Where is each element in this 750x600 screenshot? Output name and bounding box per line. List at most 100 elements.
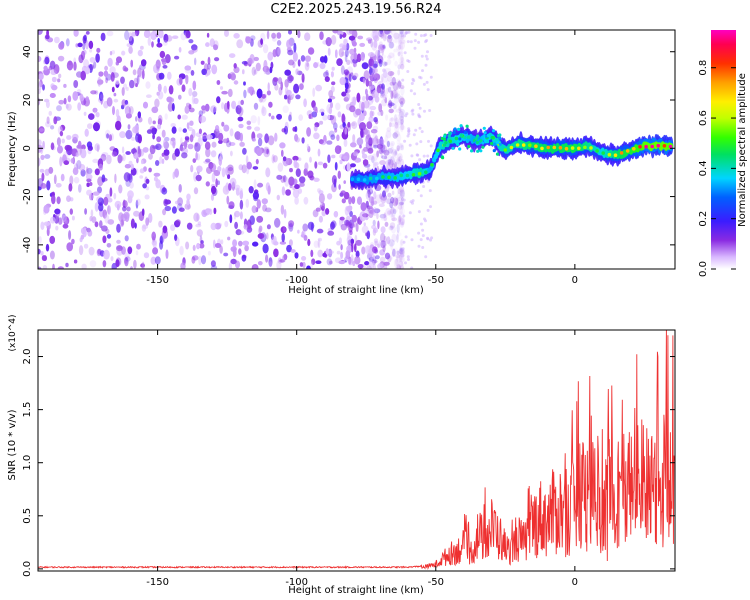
noise-speck — [151, 240, 157, 246]
noise-speck — [386, 140, 390, 148]
noise-speck — [117, 154, 123, 164]
noise-speck — [397, 254, 401, 262]
noise-speck — [397, 152, 403, 162]
noise-speck — [287, 49, 294, 56]
noise-speck — [213, 44, 218, 51]
noise-speck — [369, 105, 377, 111]
noise-speck — [399, 186, 403, 197]
noise-speck — [116, 223, 121, 233]
noise-speck — [62, 223, 69, 229]
noise-speck — [43, 204, 50, 214]
noise-speck — [395, 122, 399, 130]
signal-peak — [482, 126, 486, 130]
noise-speck — [187, 126, 193, 132]
noise-speck — [133, 77, 139, 85]
noise-speck — [135, 199, 139, 209]
noise-speck — [109, 66, 116, 74]
noise-speck — [404, 114, 408, 118]
noise-speck — [365, 88, 368, 95]
noise-speck — [152, 120, 156, 125]
noise-speck — [302, 223, 309, 232]
noise-speck — [165, 35, 173, 42]
noise-speck — [38, 157, 41, 167]
noise-speck — [157, 114, 163, 125]
noise-speck — [80, 169, 86, 177]
noise-speck — [417, 103, 421, 106]
noise-speck — [392, 51, 396, 61]
noise-speck — [399, 125, 406, 131]
noise-speck — [425, 57, 429, 61]
noise-speck — [335, 49, 338, 58]
noise-speck — [140, 263, 146, 268]
noise-speck — [227, 88, 233, 98]
noise-speck — [350, 37, 354, 42]
noise-speck — [399, 265, 405, 269]
noise-speck — [400, 94, 404, 105]
noise-speck — [337, 111, 342, 118]
noise-speck — [66, 135, 72, 140]
noise-speck — [60, 173, 65, 182]
noise-speck — [178, 94, 182, 100]
noise-speck — [343, 38, 348, 46]
noise-speck — [393, 106, 398, 113]
noise-speck — [65, 103, 69, 109]
noise-speck — [239, 190, 244, 200]
noise-speck — [386, 37, 394, 45]
noise-speck — [330, 71, 334, 78]
noise-speck — [398, 214, 402, 223]
noise-speck — [180, 262, 186, 269]
noise-speck — [388, 52, 395, 59]
noise-speck — [181, 114, 188, 120]
noise-speck — [121, 146, 125, 154]
noise-speck — [379, 213, 387, 219]
noise-speck — [290, 249, 296, 253]
noise-speck — [113, 92, 117, 97]
noise-speck — [120, 213, 128, 222]
noise-speck — [208, 161, 214, 170]
noise-speck — [352, 96, 357, 106]
noise-speck — [306, 143, 310, 150]
noise-speck — [288, 30, 292, 35]
noise-speck — [400, 54, 404, 63]
noise-speck — [130, 163, 134, 170]
noise-speck — [295, 137, 300, 143]
noise-speck — [399, 97, 406, 105]
noise-speck — [400, 86, 405, 96]
signal-peak — [470, 149, 474, 153]
noise-speck — [343, 89, 349, 99]
noise-speck — [389, 225, 394, 230]
noise-speck — [371, 246, 378, 253]
noise-speck — [158, 145, 164, 149]
noise-speck — [371, 256, 377, 266]
noise-speck — [377, 220, 380, 230]
noise-speck — [266, 232, 269, 240]
signal-peak — [442, 143, 447, 147]
noise-speck — [314, 122, 320, 128]
noise-speck — [395, 197, 399, 206]
noise-speck — [283, 253, 288, 261]
noise-speck — [214, 57, 220, 62]
noise-speck — [89, 216, 93, 222]
noise-speck — [300, 55, 306, 62]
noise-speck — [157, 37, 160, 44]
noise-speck — [394, 114, 397, 124]
noise-speck — [388, 239, 395, 247]
noise-speck — [389, 33, 394, 38]
noise-speck — [370, 129, 378, 134]
noise-speck — [51, 194, 56, 205]
noise-speck — [396, 158, 401, 165]
noise-speck — [363, 222, 366, 227]
noise-speck — [322, 162, 328, 169]
noise-speck — [256, 199, 261, 209]
noise-speck — [390, 206, 395, 215]
noise-speck — [378, 30, 384, 38]
noise-speck — [392, 81, 399, 91]
noise-speck — [399, 201, 404, 206]
signal-peak — [632, 147, 636, 151]
noise-speck — [399, 265, 405, 269]
noise-speck — [44, 168, 50, 176]
noise-speck — [46, 180, 51, 191]
noise-speck — [391, 217, 398, 222]
noise-speck — [397, 81, 402, 87]
noise-speck — [103, 249, 110, 260]
